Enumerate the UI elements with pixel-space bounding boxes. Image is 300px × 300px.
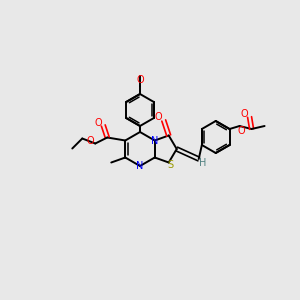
Text: H: H	[199, 158, 206, 168]
Text: O: O	[238, 126, 245, 136]
Text: O: O	[241, 109, 248, 119]
Text: O: O	[86, 136, 94, 146]
Text: N: N	[136, 161, 144, 171]
Text: N: N	[151, 136, 158, 146]
Text: O: O	[94, 118, 102, 128]
Text: S: S	[168, 160, 174, 170]
Text: O: O	[136, 75, 144, 85]
Text: O: O	[155, 112, 163, 122]
